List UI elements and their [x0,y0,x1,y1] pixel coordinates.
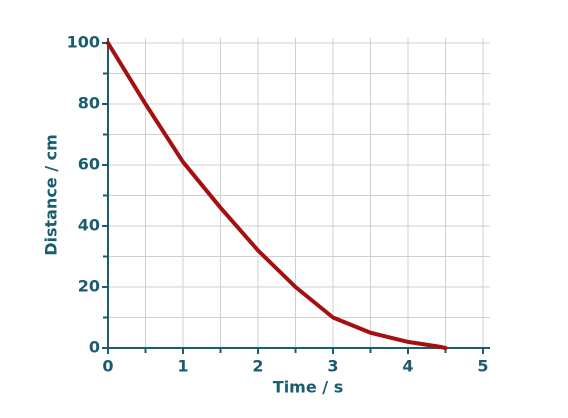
data-line [106,41,448,350]
x-tick-label: 2 [252,357,263,376]
y-tick-label: 0 [89,338,100,357]
y-tick-label: 20 [78,277,100,296]
y-axis-label: Distance / cm [42,134,61,256]
y-tick-label: 60 [78,155,100,174]
y-tick-label: 100 [67,33,100,52]
y-tick-label: 80 [78,94,100,113]
x-tick-label: 0 [102,357,113,376]
y-tick-label: 40 [78,216,100,235]
x-tick-label: 1 [177,357,188,376]
x-tick-label: 3 [327,357,338,376]
x-tick-label: 5 [477,357,488,376]
x-axis-label: Time / s [273,378,343,397]
x-tick-label: 4 [402,357,413,376]
